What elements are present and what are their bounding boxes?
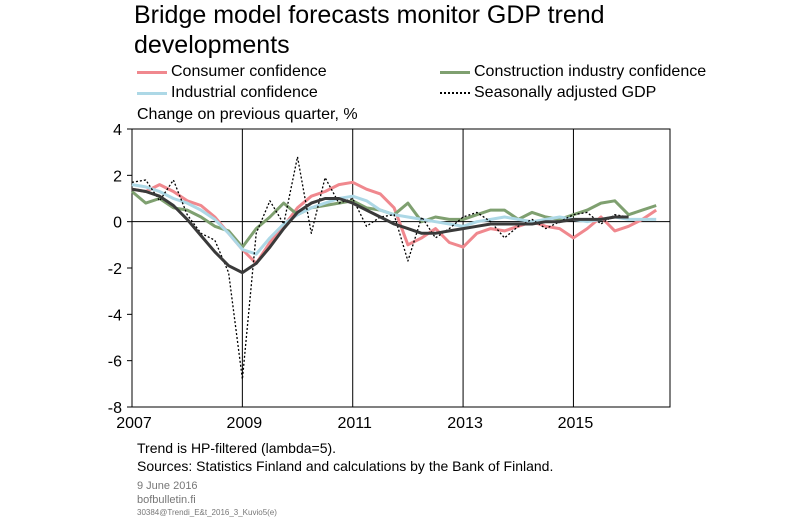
legend-item-industrial: Industrial confidence	[137, 83, 318, 103]
legend-label-gdp: Seasonally adjusted GDP	[474, 84, 657, 101]
sources-note: Sources: Statistics Finland and calculat…	[137, 458, 554, 474]
chart-title: Bridge model forecasts monitor GDP trend…	[134, 1, 605, 59]
legend-swatch-industrial	[137, 91, 167, 95]
legend-item-consumer: Consumer confidence	[137, 62, 327, 82]
y-tick-label: 4	[113, 122, 122, 139]
trend-note: Trend is HP-filtered (lambda=5).	[137, 440, 337, 456]
legend-label-consumer: Consumer confidence	[171, 63, 327, 80]
y-tick-label: -4	[108, 307, 122, 324]
publication-date: 9 June 2016	[137, 480, 198, 492]
site-name: bofbulletin.fi	[137, 494, 196, 506]
y-tick-label: -2	[108, 261, 122, 278]
x-tick-label: 2013	[447, 415, 483, 432]
legend-item-construction: Construction industry confidence	[440, 62, 706, 82]
legend-label-construction: Construction industry confidence	[474, 63, 707, 80]
legend-swatch-construction	[440, 70, 470, 74]
x-tick-label: 2015	[558, 415, 594, 432]
y-tick-label: 2	[113, 168, 122, 185]
y-tick-label: -6	[108, 354, 122, 371]
legend-label-industrial: Industrial confidence	[171, 84, 318, 101]
x-tick-label: 2011	[338, 415, 373, 432]
y-tick-label: -8	[108, 400, 122, 417]
series-line-gdp	[131, 156, 629, 380]
legend-swatch-gdp	[440, 92, 470, 94]
series-line-trend	[131, 187, 629, 275]
x-tick-label: 2009	[227, 415, 263, 432]
x-tick-label: 2007	[116, 415, 152, 432]
legend-item-gdp: Seasonally adjusted GDP	[440, 83, 656, 103]
plot-frame	[131, 128, 671, 408]
legend-swatch-consumer	[137, 70, 167, 74]
figure-code: 30384@Trendi_E&t_2016_3_Kuvio5(e)	[137, 508, 277, 517]
y-axis-label: Change on previous quarter, %	[137, 106, 358, 123]
y-tick-label: 0	[113, 215, 122, 232]
